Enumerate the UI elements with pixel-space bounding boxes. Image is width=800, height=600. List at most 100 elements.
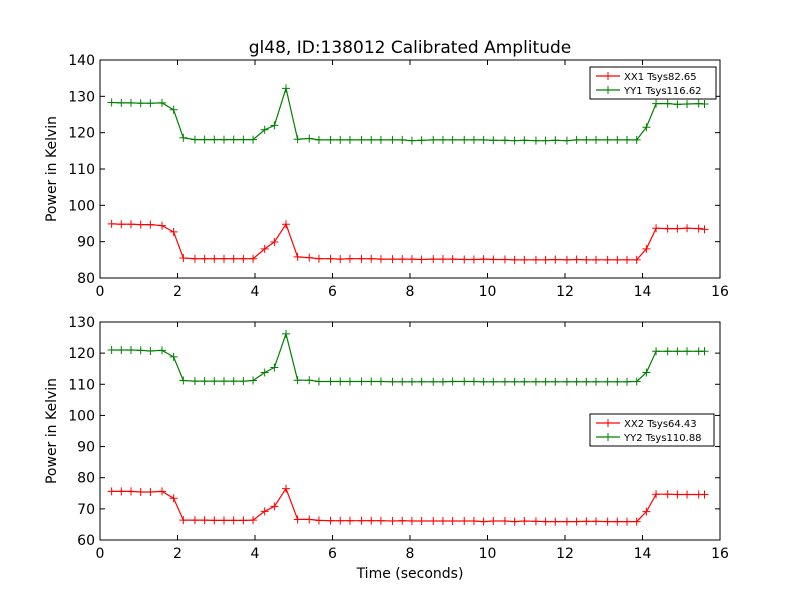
top-series-1-point xyxy=(376,255,385,264)
bottom-series-2-point xyxy=(520,377,529,386)
top-legend-label-2: YY1 Tsys116.62 xyxy=(623,86,702,97)
top-series-2-point xyxy=(500,136,509,145)
top-series-2-point xyxy=(357,135,366,144)
bottom-series-2-point xyxy=(683,347,692,356)
top-legend-box xyxy=(589,66,717,100)
top-series-1-point xyxy=(229,254,238,263)
bottom-series-2-point xyxy=(388,377,397,386)
top-series-1-point xyxy=(398,255,407,264)
top-series-2-point xyxy=(551,136,560,145)
top-series-1-point xyxy=(210,254,219,263)
top-series-2-point xyxy=(448,135,457,144)
bottom-series-1-point xyxy=(572,517,581,526)
bottom-series-2-point xyxy=(357,377,366,386)
top-series-2-point xyxy=(146,99,155,108)
top-series-2-point xyxy=(136,99,145,108)
bottom-y-tick-label: 130 xyxy=(68,315,95,331)
top-series-2-point xyxy=(260,125,269,134)
top-series-1-point xyxy=(438,255,447,264)
top-series-1-point xyxy=(305,253,314,262)
top-series-2-point xyxy=(398,135,407,144)
bottom-series-2-point xyxy=(700,347,709,356)
top-series-1-point xyxy=(531,255,540,264)
bottom-series-1-point xyxy=(500,517,509,526)
bottom-x-tick-label: 12 xyxy=(556,546,574,562)
top-series-1-point xyxy=(562,255,571,264)
top-series-1-point xyxy=(652,224,661,233)
bottom-series-1-point xyxy=(632,517,641,526)
bottom-series-2-point xyxy=(632,377,641,386)
bottom-series-2-point xyxy=(136,346,145,355)
bottom-legend-label-2: YY2 Tsys110.88 xyxy=(623,433,702,444)
bottom-series-2-point xyxy=(663,347,672,356)
top-series-2-point xyxy=(642,123,651,132)
top-series-2-point xyxy=(417,136,426,145)
bottom-series-1-point xyxy=(663,490,672,499)
bottom-series-1-point xyxy=(562,517,571,526)
bottom-x-tick-label: 10 xyxy=(479,546,497,562)
top-series-1-point xyxy=(663,224,672,233)
top-y-tick-label: 130 xyxy=(68,89,95,105)
top-series-2-point xyxy=(367,135,376,144)
bottom-series-2-point xyxy=(652,347,661,356)
top-x-tick-label: 4 xyxy=(251,284,260,300)
bottom-series-1-point xyxy=(603,517,612,526)
bottom-x-tick-label: 0 xyxy=(96,546,105,562)
bottom-series-2-point xyxy=(551,377,560,386)
bottom-series-1-point xyxy=(398,516,407,525)
top-series-2-point xyxy=(210,135,219,144)
bottom-series-1-point xyxy=(642,507,651,516)
bottom-series-2-point xyxy=(642,368,651,377)
top-series-2-point xyxy=(407,136,416,145)
top-series-2-point xyxy=(220,135,228,144)
top-y-tick-label: 140 xyxy=(68,53,95,69)
bottom-series-1-point xyxy=(531,517,540,526)
top-series-1-point xyxy=(500,255,509,264)
bottom-series-2-point xyxy=(582,377,591,386)
bottom-series-2-point xyxy=(158,346,166,355)
bottom-series-2-point xyxy=(326,377,335,386)
bottom-series-1-point xyxy=(376,516,385,525)
bottom-series-2-point xyxy=(314,377,323,386)
top-x-tick-label: 8 xyxy=(406,284,415,300)
top-series-1-point xyxy=(220,254,228,263)
top-x-tick-label: 6 xyxy=(328,284,337,300)
bottom-series-2-point xyxy=(179,376,188,385)
bottom-series-1-point xyxy=(438,517,447,526)
top-series-2-point xyxy=(314,135,323,144)
top-series-1-point xyxy=(367,254,376,263)
bottom-series-2-point xyxy=(345,377,354,386)
bottom-series-1-point xyxy=(623,517,631,526)
bottom-legend: XX2 Tsys64.43 YY2 Tsys110.88 xyxy=(589,413,715,447)
top-x-tick-label: 14 xyxy=(634,284,652,300)
top-series-1-point xyxy=(460,255,469,264)
bottom-series-1-point xyxy=(249,516,258,525)
bottom-series-2-point xyxy=(336,377,345,386)
bottom-series-1-point xyxy=(117,487,126,496)
bottom-series-1-point xyxy=(510,517,519,526)
top-series-1-point xyxy=(642,244,651,253)
top-legend-marker-2 xyxy=(604,86,612,94)
bottom-series-1-point xyxy=(146,488,155,497)
bottom-series-1-point xyxy=(220,516,228,525)
bottom-series-2-point xyxy=(229,377,238,386)
top-series-1-point xyxy=(136,220,145,229)
top-series-2-point xyxy=(293,135,302,144)
top-series-2-point xyxy=(510,136,519,145)
top-series-1-point xyxy=(239,254,248,263)
bottom-y-tick-label: 110 xyxy=(68,377,95,393)
top-y-tick-label: 110 xyxy=(68,162,95,178)
top-y-tick-label: 100 xyxy=(68,198,95,214)
top-series-1-point xyxy=(336,255,345,264)
bottom-series-2-point xyxy=(210,377,219,386)
top-series-2-point xyxy=(700,99,709,108)
top-y-tick-label: 90 xyxy=(77,235,95,251)
bottom-series-2-point xyxy=(510,377,519,386)
bottom-series-1-point xyxy=(229,516,238,525)
bottom-series-1-point xyxy=(260,507,269,516)
bottom-y-axis-label: Power in Kelvin xyxy=(44,378,60,484)
top-series-1-point xyxy=(345,254,354,263)
bottom-series-2-point xyxy=(407,377,416,386)
top-series-1-point xyxy=(357,254,366,263)
